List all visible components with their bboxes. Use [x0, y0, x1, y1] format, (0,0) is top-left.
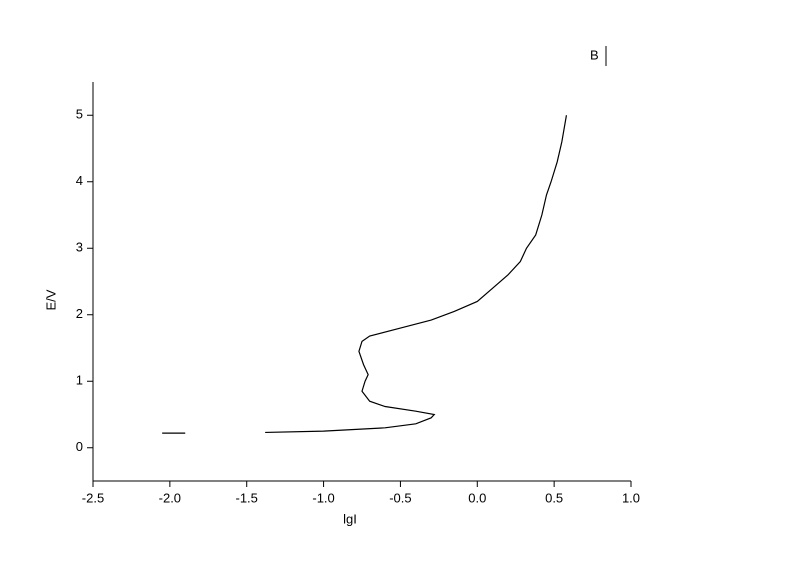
legend-label: B	[590, 47, 599, 62]
x-axis-label: lgI	[343, 511, 357, 526]
y-tick-label: 4	[76, 173, 83, 188]
y-tick-label: 2	[76, 306, 83, 321]
y-tick-label: 3	[76, 240, 83, 255]
data-line	[162, 115, 568, 434]
x-tick-label: 1.0	[622, 490, 640, 505]
y-tick-label: 0	[76, 439, 83, 454]
x-tick-label: -1.5	[236, 490, 258, 505]
x-tick-label: 0.5	[545, 490, 563, 505]
x-tick-label: 0.0	[468, 490, 486, 505]
y-tick-label: 1	[76, 373, 83, 388]
x-tick-label: -1.0	[312, 490, 334, 505]
y-axis-label: E/V	[43, 289, 58, 310]
y-tick-label: 5	[76, 107, 83, 122]
x-tick-label: -2.0	[159, 490, 181, 505]
x-tick-label: -0.5	[389, 490, 411, 505]
x-tick-label: -2.5	[82, 490, 104, 505]
